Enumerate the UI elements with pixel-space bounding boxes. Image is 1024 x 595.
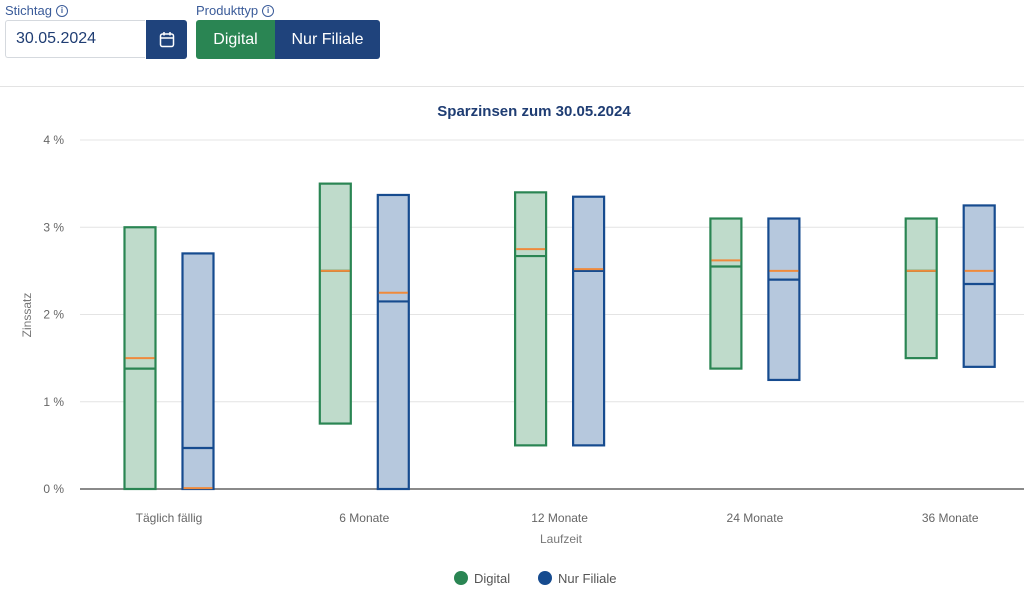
- calendar-icon: [159, 32, 174, 48]
- range-box: [181, 252, 215, 491]
- y-tick-label: 2 %: [43, 308, 64, 322]
- range-box: [767, 217, 801, 382]
- legend-marker: [538, 571, 552, 585]
- legend-marker: [454, 571, 468, 585]
- produkttyp-label-text: Produkttyp: [196, 3, 259, 18]
- y-tick-label: 4 %: [43, 133, 64, 147]
- range-box: [318, 182, 352, 425]
- x-axis-label: Laufzeit: [540, 532, 583, 546]
- calendar-button[interactable]: [146, 20, 187, 59]
- range-box: [904, 217, 938, 360]
- produkttyp-digital-button[interactable]: Digital: [196, 20, 275, 59]
- produkttyp-label: Produkttyp i: [196, 3, 275, 18]
- range-box: [709, 217, 743, 370]
- stichtag-label-text: Stichtag: [5, 3, 52, 18]
- legend-label: Nur Filiale: [558, 571, 617, 586]
- produkttyp-nur-filiale-button[interactable]: Nur Filiale: [275, 20, 380, 59]
- legend-label: Digital: [474, 571, 510, 586]
- range-box: [376, 193, 410, 491]
- x-tick-label: Täglich fällig: [136, 511, 203, 525]
- divider: [0, 86, 1024, 87]
- y-tick-label: 0 %: [43, 482, 64, 496]
- y-tick-label: 1 %: [43, 395, 64, 409]
- x-tick-label: 24 Monate: [727, 511, 784, 525]
- range-box: [513, 191, 548, 447]
- x-tick-label: 36 Monate: [922, 511, 979, 525]
- y-axis-label: Zinssatz: [20, 293, 34, 338]
- y-tick-label: 3 %: [43, 220, 64, 234]
- info-circle-icon[interactable]: i: [55, 4, 68, 17]
- stichtag-date-input[interactable]: [5, 20, 145, 58]
- info-circle-icon[interactable]: i: [262, 4, 275, 17]
- chart-title: Sparzinsen zum 30.05.2024: [437, 103, 631, 120]
- x-tick-label: 6 Monate: [339, 511, 389, 525]
- x-tick-label: 12 Monate: [531, 511, 588, 525]
- stichtag-label: Stichtag i: [5, 3, 68, 18]
- range-box: [962, 204, 996, 368]
- range-box: [571, 195, 606, 447]
